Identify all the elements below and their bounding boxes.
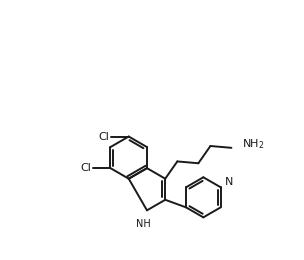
Text: Cl: Cl	[98, 132, 109, 141]
Text: NH$_2$: NH$_2$	[243, 137, 265, 151]
Text: NH: NH	[136, 219, 150, 229]
Text: N: N	[225, 177, 233, 187]
Text: Cl: Cl	[80, 163, 91, 173]
